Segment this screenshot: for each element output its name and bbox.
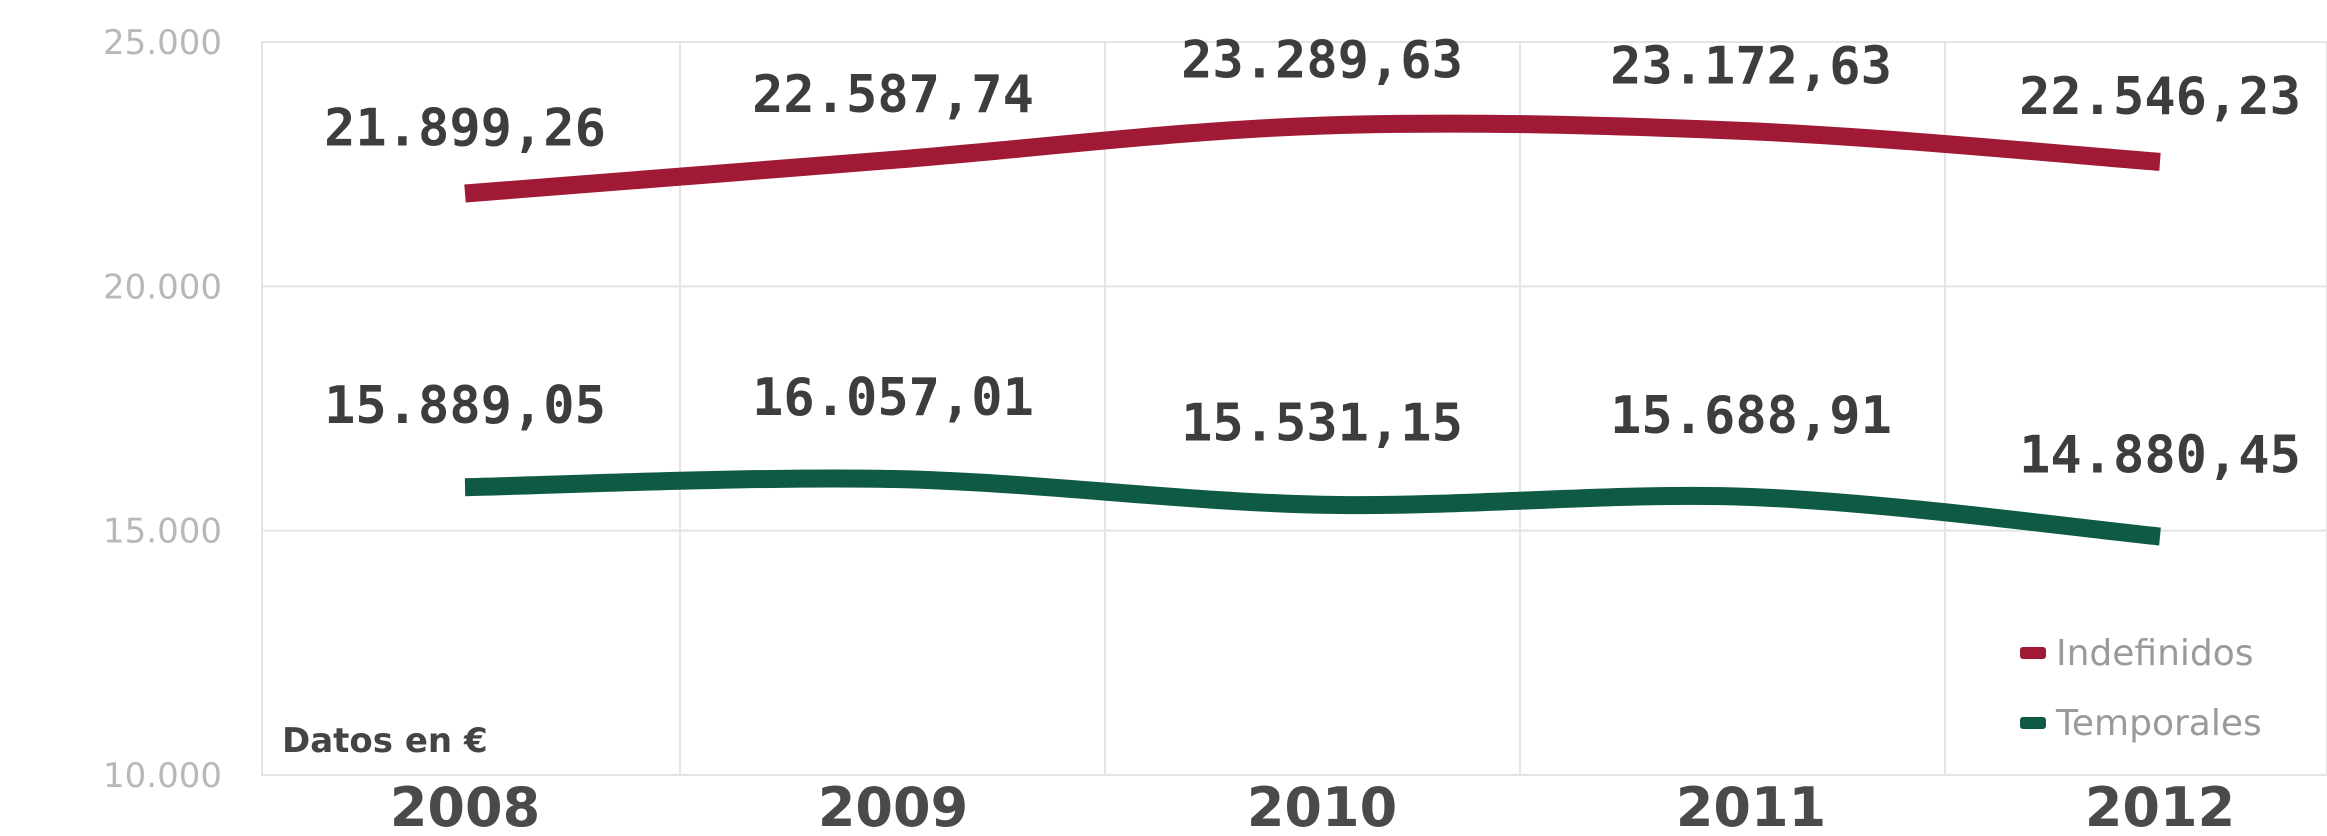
legend-label-indefinidos: Indefinidos	[2056, 633, 2254, 674]
data-label: 14.880,45	[2019, 426, 2301, 486]
x-tick-label: 2011	[1676, 776, 1826, 836]
data-label: 23.172,63	[1610, 36, 1892, 96]
data-label: 22.546,23	[2019, 67, 2301, 127]
legend-swatch-indefinidos	[2020, 647, 2046, 659]
x-tick-label: 2009	[818, 776, 968, 836]
data-label: 15.531,15	[1181, 394, 1463, 454]
data-label: 15.889,05	[324, 376, 606, 436]
series-line-indefinidos	[464, 114, 2161, 203]
data-label: 21.899,26	[324, 99, 606, 159]
y-tick-label: 25.000	[103, 23, 222, 63]
legend-label-temporales: Temporales	[2055, 703, 2262, 744]
y-tick-label: 20.000	[103, 267, 222, 307]
series-line-temporales	[464, 469, 2161, 546]
units-note: Datos en €	[282, 721, 488, 761]
series-lines	[464, 114, 2161, 546]
grid	[261, 41, 2327, 776]
legend: Indefinidos Temporales	[2020, 633, 2262, 744]
legend-swatch-temporales	[2020, 717, 2046, 729]
y-tick-label: 10.000	[103, 756, 222, 796]
data-label: 23.289,63	[1181, 31, 1463, 91]
y-tick-label: 15.000	[103, 512, 222, 552]
plot-area	[261, 41, 2327, 776]
x-tick-label: 2010	[1247, 776, 1397, 836]
y-axis: 10.000 15.000 20.000 25.000	[103, 23, 222, 796]
data-label: 15.688,91	[1610, 386, 1892, 446]
x-tick-label: 2012	[2085, 776, 2235, 836]
data-label: 22.587,74	[752, 65, 1034, 125]
data-labels: 21.899,26 22.587,74 23.289,63 23.172,63 22.5…	[324, 31, 2301, 486]
data-label: 16.057,01	[752, 368, 1034, 428]
x-axis: 2008 2009 2010 2011 2012	[390, 776, 2235, 836]
x-tick-label: 2008	[390, 776, 540, 836]
